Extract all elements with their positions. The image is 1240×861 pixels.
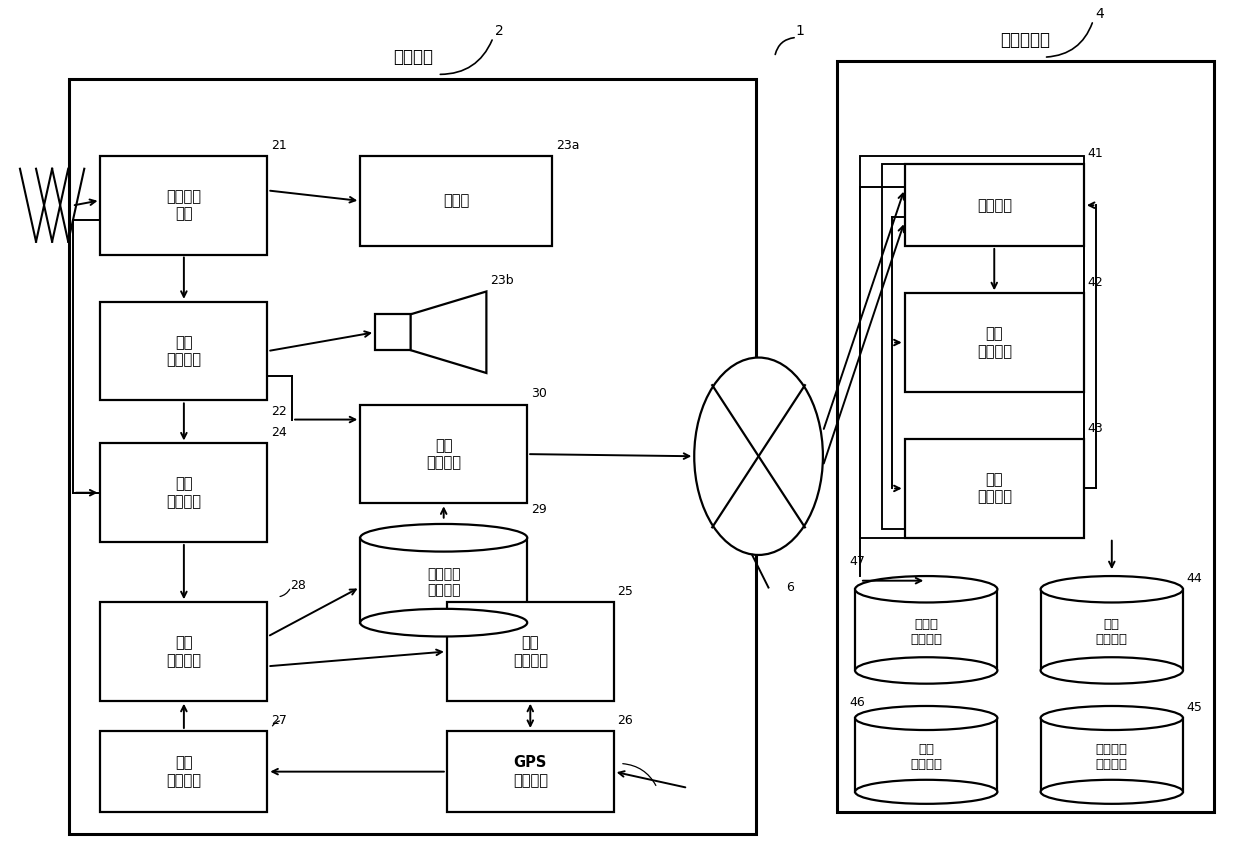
Ellipse shape xyxy=(856,706,997,730)
Bar xyxy=(446,602,614,701)
Text: GPS
定位部件: GPS 定位部件 xyxy=(513,755,548,788)
Text: 信息
生成部件: 信息 生成部件 xyxy=(166,635,201,667)
Text: 6: 6 xyxy=(786,581,794,594)
Text: 47: 47 xyxy=(849,554,864,567)
Bar xyxy=(904,164,1084,246)
Bar xyxy=(1040,718,1183,792)
Text: 电波接收
部件: 电波接收 部件 xyxy=(166,189,201,221)
Ellipse shape xyxy=(1040,780,1183,804)
Text: 服务器装置: 服务器装置 xyxy=(1001,31,1050,49)
Text: 1: 1 xyxy=(795,24,804,39)
Bar xyxy=(446,731,614,813)
Bar xyxy=(100,156,268,255)
Text: 22: 22 xyxy=(272,405,286,418)
Text: 电平
测定部件: 电平 测定部件 xyxy=(166,476,201,509)
Text: 46: 46 xyxy=(849,697,864,709)
Text: 26: 26 xyxy=(618,714,634,727)
Text: 23a: 23a xyxy=(556,139,579,152)
Bar xyxy=(100,731,268,813)
Ellipse shape xyxy=(360,524,527,552)
Ellipse shape xyxy=(1040,706,1183,730)
Ellipse shape xyxy=(856,780,997,804)
Text: 44: 44 xyxy=(1187,572,1203,585)
Text: 位置
取得部件: 位置 取得部件 xyxy=(513,635,548,667)
Text: 30: 30 xyxy=(531,387,547,400)
Bar xyxy=(360,405,527,504)
Bar xyxy=(1040,589,1183,671)
Text: 节目表
存储部件: 节目表 存储部件 xyxy=(910,617,942,646)
Text: 显示器: 显示器 xyxy=(443,194,469,208)
Text: 27: 27 xyxy=(272,714,286,727)
Text: 23b: 23b xyxy=(490,274,513,288)
Text: 42: 42 xyxy=(1087,276,1104,289)
Text: 41: 41 xyxy=(1087,147,1104,160)
Text: 信息
发送部件: 信息 发送部件 xyxy=(427,438,461,470)
Text: 29: 29 xyxy=(531,504,547,517)
Text: 25: 25 xyxy=(618,585,634,598)
Polygon shape xyxy=(410,292,486,373)
Bar xyxy=(904,294,1084,392)
Bar xyxy=(360,538,527,623)
Text: 接收部件: 接收部件 xyxy=(977,198,1012,213)
Polygon shape xyxy=(374,314,410,350)
Text: 45: 45 xyxy=(1187,701,1203,714)
Bar xyxy=(904,439,1084,538)
Text: 24: 24 xyxy=(272,426,286,439)
Text: 状态
判断部件: 状态 判断部件 xyxy=(977,326,1012,359)
Text: 个人信息
存储部件: 个人信息 存储部件 xyxy=(1096,743,1128,771)
Bar xyxy=(856,589,997,671)
Bar xyxy=(100,301,268,400)
Bar xyxy=(360,156,552,246)
Ellipse shape xyxy=(1040,657,1183,684)
Bar xyxy=(883,164,1084,530)
Text: 路径
存储部件: 路径 存储部件 xyxy=(910,743,942,771)
Text: 28: 28 xyxy=(290,579,305,592)
Bar xyxy=(837,61,1214,813)
Bar xyxy=(861,156,1084,538)
Text: 43: 43 xyxy=(1087,422,1104,435)
Text: 移动终端: 移动终端 xyxy=(393,48,433,66)
Ellipse shape xyxy=(856,576,997,603)
Text: 速度
检测部件: 速度 检测部件 xyxy=(166,755,201,788)
Text: 4: 4 xyxy=(1095,7,1104,22)
Text: 21: 21 xyxy=(272,139,286,152)
Text: 视听信息
存储部件: 视听信息 存储部件 xyxy=(427,567,460,598)
Bar xyxy=(69,78,756,833)
Text: 2: 2 xyxy=(495,24,503,39)
Text: 信息
存储部件: 信息 存储部件 xyxy=(1096,617,1128,646)
Ellipse shape xyxy=(694,357,823,555)
Ellipse shape xyxy=(1040,576,1183,603)
Ellipse shape xyxy=(360,609,527,636)
Bar xyxy=(100,443,268,542)
Ellipse shape xyxy=(856,657,997,684)
Bar xyxy=(856,718,997,792)
Text: 移动
判断部件: 移动 判断部件 xyxy=(977,472,1012,505)
Bar xyxy=(100,602,268,701)
Text: 信号
重放部件: 信号 重放部件 xyxy=(166,335,201,368)
